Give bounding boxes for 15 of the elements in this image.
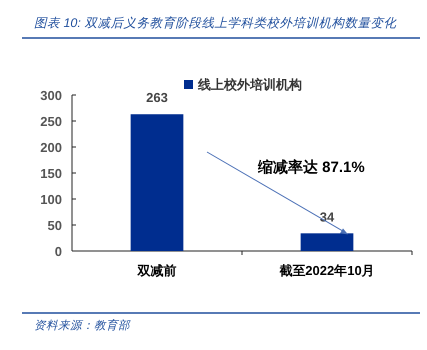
data-label: 34 <box>320 209 335 224</box>
y-tick-label: 150 <box>40 166 62 181</box>
text: 资料来源：教育部 <box>34 319 131 332</box>
legend-label: 线上校外培训机构 <box>197 77 302 92</box>
annotation: 缩减率达 87.1% <box>257 158 365 176</box>
y-tick-label: 250 <box>40 114 62 129</box>
chart-title: 图表 10: 双减后义务教育阶段线上学科类校外培训机构数量变化 <box>34 16 398 30</box>
y-tick-label: 50 <box>48 218 62 233</box>
x-tick-label: 截至2022年10月 <box>278 263 375 278</box>
y-tick-label: 300 <box>40 88 62 103</box>
y-tick-label: 200 <box>40 140 62 155</box>
y-tick-label: 0 <box>54 244 62 259</box>
data-label: 263 <box>146 90 168 106</box>
y-tick-label: 100 <box>40 192 62 207</box>
x-tick-label: 双减前 <box>136 263 176 278</box>
